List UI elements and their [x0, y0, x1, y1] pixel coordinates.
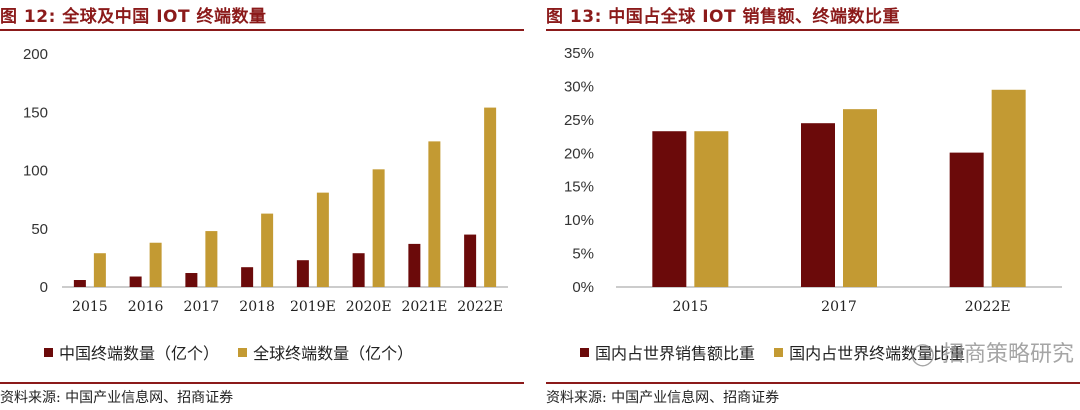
left-source-rule — [0, 382, 524, 384]
bar-series-b-2022E — [991, 89, 1026, 287]
bar-series-b-2022E — [484, 107, 497, 287]
x-tick-label: 2017 — [184, 299, 220, 315]
legend-item-global: 全球终端数量（亿个） — [238, 340, 413, 364]
legend-swatch-terminal-share — [774, 347, 784, 357]
bar-series-b-2015 — [694, 131, 729, 287]
bar-series-a-2017 — [801, 123, 835, 287]
legend-label-sales-share: 国内占世界销售额比重 — [595, 344, 756, 363]
bar-series-a-2016 — [129, 276, 142, 287]
bar-series-a-2015 — [73, 280, 86, 287]
x-tick-label: 2022E — [965, 299, 1011, 315]
bar-series-b-2015 — [93, 253, 106, 287]
bar-series-a-2019E — [296, 260, 309, 287]
y-tick-label: 35% — [564, 45, 594, 62]
x-tick-label: 2017 — [821, 299, 857, 315]
bar-series-a-2022E — [949, 152, 984, 287]
x-tick-label: 2021E — [401, 299, 447, 315]
x-tick-label: 2020E — [346, 299, 392, 315]
y-tick-label: 0% — [572, 279, 594, 296]
x-tick-label: 2022E — [457, 299, 503, 315]
x-tick-label: 2015 — [72, 299, 108, 315]
y-tick-label: 30% — [564, 78, 594, 95]
legend-swatch-sales-share — [580, 347, 589, 357]
legend-item-sales-share: 国内占世界销售额比重 — [580, 340, 755, 364]
left-figure-panel: 图 12: 全球及中国 IOT 终端数量 0 50 100 150 200 2015 201… — [0, 0, 524, 410]
y-tick-label: 20% — [564, 145, 594, 162]
bar-series-a-2018 — [241, 267, 254, 287]
bar-series-b-2019E — [316, 192, 329, 287]
right-figure-title: 图 13: 中国占全球 IOT 销售额、终端数比重 — [546, 7, 901, 27]
bar-series-b-2017 — [843, 109, 877, 287]
y-tick-label: 25% — [564, 112, 594, 129]
legend-swatch-china — [44, 347, 53, 357]
y-tick-label: 50 — [31, 221, 48, 238]
bar-series-b-2017 — [205, 231, 218, 287]
watermark-text: 招商策略研究 — [941, 342, 1074, 367]
left-bar-chart: 0 50 100 150 200 2015 2016 2017 2018 2019E 2020E 20… — [23, 46, 508, 315]
right-bar-chart: 0% 5% 10% 15% 20% 25% 30% 35% 2015 2017 2022E — [564, 45, 1062, 315]
y-tick-label: 5% — [572, 246, 594, 263]
bar-series-b-2018 — [261, 213, 274, 287]
left-figure-title: 图 12: 全球及中国 IOT 终端数量 — [0, 7, 267, 27]
legend-label-terminal-share: 国内占世界终端数量比重 — [789, 344, 966, 363]
legend-label-global: 全球终端数量（亿个） — [253, 344, 414, 363]
left-legend: 中国终端数量（亿个） 全球终端数量（亿个） — [44, 340, 427, 364]
bar-series-a-2021E — [408, 243, 421, 287]
x-tick-label: 2018 — [239, 299, 275, 315]
legend-item-terminal-share: 国内占世界终端数量比重 — [774, 340, 965, 364]
y-tick-label: 10% — [564, 212, 594, 229]
watermark-logo: ◯ 招商策略研究 — [910, 336, 1074, 368]
right-legend: 国内占世界销售额比重 国内占世界终端数量比重 — [580, 340, 979, 364]
legend-label-china: 中国终端数量（亿个） — [59, 344, 220, 363]
left-title-rule — [0, 29, 524, 31]
bar-series-a-2015 — [652, 131, 687, 287]
y-tick-label: 0 — [40, 279, 48, 296]
bar-series-a-2017 — [185, 273, 198, 287]
right-title-rule — [546, 29, 1080, 31]
right-source-note: 资料来源: 中国产业信息网、招商证券 — [546, 390, 780, 406]
wechat-icon: ◯ — [910, 342, 935, 367]
legend-swatch-global — [238, 347, 248, 357]
right-figure-panel: 图 13: 中国占全球 IOT 销售额、终端数比重 0% 5% 10% 15% 20% 2… — [546, 0, 1080, 410]
left-source-note: 资料来源: 中国产业信息网、招商证券 — [0, 390, 234, 406]
legend-item-china: 中国终端数量（亿个） — [44, 340, 219, 364]
y-tick-label: 200 — [23, 46, 48, 63]
bar-series-b-2020E — [372, 169, 385, 287]
bar-series-a-2022E — [464, 234, 477, 287]
bar-series-b-2021E — [428, 141, 441, 287]
x-tick-label: 2019E — [290, 299, 336, 315]
x-tick-label: 2016 — [128, 299, 164, 315]
bar-series-b-2016 — [149, 242, 162, 287]
y-tick-label: 150 — [23, 104, 48, 121]
bar-series-a-2020E — [352, 253, 365, 287]
y-tick-label: 15% — [564, 179, 594, 196]
y-tick-label: 100 — [23, 163, 48, 180]
x-tick-label: 2015 — [673, 299, 709, 315]
right-source-rule — [546, 382, 1080, 384]
